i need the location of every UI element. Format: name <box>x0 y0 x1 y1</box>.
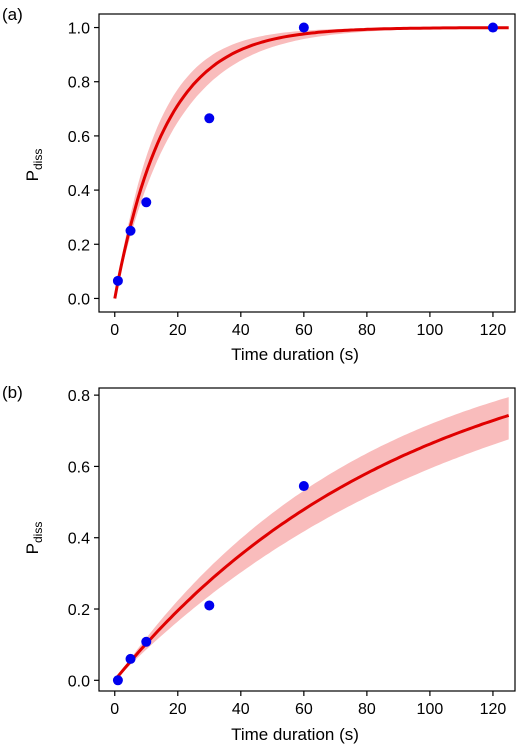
y-axis-label-sub-a: diss <box>31 149 45 170</box>
panel-b: (b) 0 20 40 60 80 100 120 0.0 0.2 0.4 0.6 0.8 Time… <box>2 383 516 744</box>
y-tick-label: 0.2 <box>68 602 90 619</box>
y-tick-label: 0.2 <box>68 237 90 254</box>
y-axis-label-a: Pdiss <box>23 149 45 182</box>
x-tick-label: 0 <box>110 322 119 339</box>
x-tick-label: 60 <box>295 701 313 718</box>
data-point <box>125 225 136 236</box>
plot-frame-b <box>98 387 516 692</box>
data-point <box>141 197 152 208</box>
x-tick-label: 80 <box>358 701 376 718</box>
y-tick-label: 0.4 <box>68 531 90 548</box>
panel-label-a: (a) <box>2 5 23 24</box>
y-axis-label-b: Pdiss <box>23 522 45 555</box>
y-tick-label: 0.0 <box>68 673 90 690</box>
data-point <box>112 275 123 286</box>
y-tick-label: 0.8 <box>68 75 90 92</box>
y-tick-label: 0.6 <box>68 129 90 146</box>
fit-curve-line <box>113 26 509 299</box>
x-tick-label: 100 <box>417 322 444 339</box>
x-tick-label: 120 <box>480 701 507 718</box>
y-axis-ticks-b: 0.0 0.2 0.4 0.6 0.8 <box>68 388 99 690</box>
x-tick-label: 20 <box>169 322 187 339</box>
data-point <box>298 22 309 33</box>
data-point <box>204 113 215 124</box>
confidence-band-area <box>114 27 509 299</box>
plot-frame-a <box>98 13 516 313</box>
x-tick-label: 20 <box>169 701 187 718</box>
y-axis-label-main-b: P <box>23 543 42 554</box>
confidence-band-area <box>114 397 509 681</box>
data-point <box>298 481 309 492</box>
panel-a: (a) 0 20 40 60 80 100 120 0.0 0.2 0.4 0.6 0.8 1.0 T… <box>2 5 516 364</box>
x-tick-label: 40 <box>232 701 250 718</box>
y-tick-label: 0.0 <box>68 291 90 308</box>
x-tick-label: 80 <box>358 322 376 339</box>
x-tick-label: 120 <box>480 322 507 339</box>
y-tick-label: 0.4 <box>68 183 90 200</box>
y-axis-label-main-a: P <box>23 170 42 181</box>
y-axis-label-sub-b: diss <box>31 522 45 543</box>
x-axis-ticks-b: 0 20 40 60 80 100 120 <box>110 691 506 718</box>
fit-curve-b <box>113 413 510 682</box>
y-axis-ticks-a: 0.0 0.2 0.4 0.6 0.8 1.0 <box>68 21 99 308</box>
x-axis-label-b: Time duration (s) <box>231 725 359 744</box>
y-tick-label: 1.0 <box>68 21 90 38</box>
fit-curve-line <box>113 413 510 682</box>
confidence-band-a <box>114 27 509 299</box>
x-tick-label: 0 <box>110 701 119 718</box>
data-point <box>112 675 123 686</box>
x-axis-label-a: Time duration (s) <box>231 345 359 364</box>
confidence-band-b <box>114 397 509 681</box>
x-tick-label: 40 <box>232 322 250 339</box>
panel-label-b: (b) <box>2 383 23 402</box>
y-tick-label: 0.6 <box>68 459 90 476</box>
data-point <box>141 636 152 647</box>
x-tick-label: 100 <box>417 701 444 718</box>
data-points-a <box>112 22 498 286</box>
data-point <box>487 22 498 33</box>
data-point <box>204 600 215 611</box>
x-axis-ticks-a: 0 20 40 60 80 100 120 <box>110 312 506 339</box>
x-tick-label: 60 <box>295 322 313 339</box>
data-point <box>125 653 136 664</box>
y-tick-label: 0.8 <box>68 388 90 405</box>
data-points-b <box>112 481 309 686</box>
fit-curve-a <box>113 26 509 299</box>
